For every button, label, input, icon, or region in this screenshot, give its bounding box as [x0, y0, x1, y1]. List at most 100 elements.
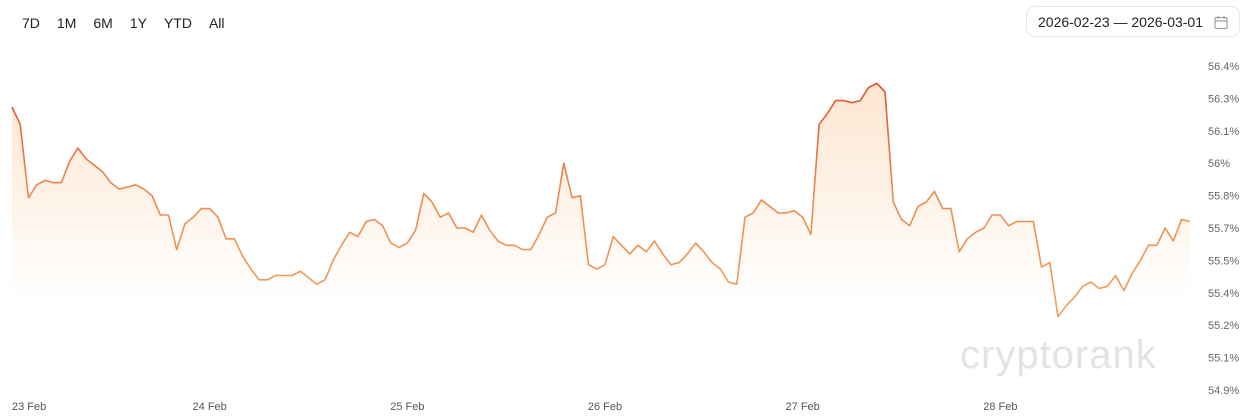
data-point [917, 206, 918, 207]
range-6m-button[interactable]: 6M [93, 15, 113, 31]
data-point [777, 212, 778, 213]
x-tick-label: 27 Feb [786, 401, 820, 413]
data-point [769, 206, 770, 207]
y-tick-label: 55.8% [1208, 191, 1239, 203]
data-point [1057, 316, 1058, 317]
data-point [275, 275, 276, 276]
data-point [1049, 262, 1050, 263]
data-point [28, 197, 29, 198]
data-point [1024, 221, 1025, 222]
data-point [950, 208, 951, 209]
data-point [448, 212, 449, 213]
data-point [481, 214, 482, 215]
data-point [1074, 297, 1075, 298]
data-point [390, 243, 391, 244]
data-point [440, 217, 441, 218]
date-range-text: 2026-02-23 — 2026-03-01 [1038, 13, 1204, 30]
x-tick-label: 24 Feb [193, 401, 227, 413]
range-1m-button[interactable]: 1M [56, 15, 77, 31]
cryptorank-watermark: cryptorank [960, 333, 1157, 377]
data-point [975, 232, 976, 233]
data-point [753, 212, 754, 213]
x-axis: 23 Feb 24 Feb 25 Feb 26 Feb 27 Feb 28 Feb [12, 401, 1017, 413]
range-1y-button[interactable]: 1Y [129, 15, 147, 31]
data-point [1123, 290, 1124, 291]
data-point [1090, 281, 1091, 282]
data-point [703, 251, 704, 252]
data-point [860, 100, 861, 101]
y-axis: 56.4% 56.3% 56.1% 56% 55.8% 55.7% 55.5% 55.4% 55… [1208, 61, 1239, 397]
data-point [580, 195, 581, 196]
x-tick-label: 25 Feb [390, 401, 424, 413]
data-point [967, 238, 968, 239]
data-point [1000, 214, 1001, 215]
y-tick-label: 56% [1208, 158, 1230, 170]
data-point [119, 189, 120, 190]
data-point [217, 217, 218, 218]
date-range-picker[interactable]: 2026-02-23 — 2026-03-01 [1026, 6, 1240, 37]
data-point [1099, 288, 1100, 289]
data-point [909, 225, 910, 226]
data-point [827, 113, 828, 114]
data-point [1165, 227, 1166, 228]
data-point [291, 275, 292, 276]
data-point [744, 217, 745, 218]
data-point [374, 219, 375, 220]
data-point [1041, 266, 1042, 267]
data-point [1140, 260, 1141, 261]
data-point [324, 279, 325, 280]
data-point [868, 87, 869, 88]
data-point [464, 227, 465, 228]
data-point [819, 124, 820, 125]
data-point [135, 184, 136, 185]
data-point [810, 234, 811, 235]
data-point [959, 251, 960, 252]
data-point [588, 264, 589, 265]
x-tick-label: 23 Feb [12, 401, 46, 413]
data-point [316, 284, 317, 285]
data-point [596, 268, 597, 269]
data-point [687, 253, 688, 254]
data-point [761, 199, 762, 200]
data-point [160, 214, 161, 215]
y-tick-label: 56.4% [1208, 61, 1239, 73]
data-point [1148, 245, 1149, 246]
range-all-button[interactable]: All [208, 15, 225, 31]
data-point [720, 268, 721, 269]
data-point [77, 148, 78, 149]
data-point [201, 208, 202, 209]
data-point [127, 186, 128, 187]
data-point [712, 262, 713, 263]
y-tick-label: 56.1% [1208, 126, 1239, 138]
data-point [489, 230, 490, 231]
y-tick-label: 55.5% [1208, 255, 1239, 267]
data-point [1082, 286, 1083, 287]
data-point [36, 184, 37, 185]
data-point [69, 160, 70, 161]
data-point [357, 236, 358, 237]
data-point [901, 219, 902, 220]
data-point [193, 217, 194, 218]
data-point [670, 264, 671, 265]
range-7d-button[interactable]: 7D [22, 15, 40, 31]
data-point [11, 106, 12, 107]
data-point [283, 275, 284, 276]
data-point [209, 208, 210, 209]
data-point [1173, 240, 1174, 241]
y-tick-label: 55.4% [1208, 288, 1239, 300]
range-ytd-button[interactable]: YTD [163, 15, 192, 31]
data-point [431, 202, 432, 203]
data-point [1181, 219, 1182, 220]
data-point [802, 217, 803, 218]
data-point [20, 124, 21, 125]
data-point [1189, 221, 1190, 222]
data-point [835, 100, 836, 101]
data-point [53, 182, 54, 183]
data-point [407, 243, 408, 244]
data-point [333, 260, 334, 261]
data-point [226, 238, 227, 239]
data-point [259, 279, 260, 280]
series-line [11, 82, 1190, 318]
data-point [884, 91, 885, 92]
data-point [992, 214, 993, 215]
